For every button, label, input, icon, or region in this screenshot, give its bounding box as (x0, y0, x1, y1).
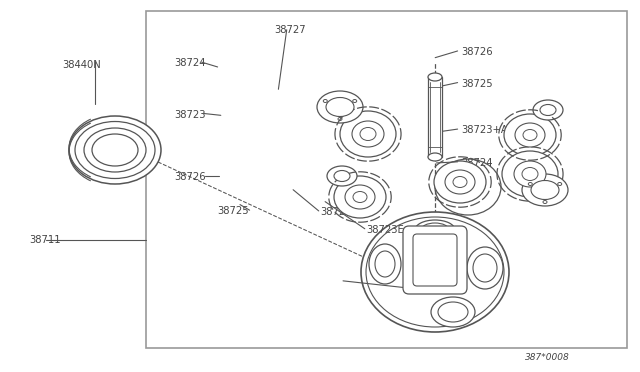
Ellipse shape (473, 254, 497, 282)
Ellipse shape (327, 166, 357, 186)
Text: 387*0008: 387*0008 (525, 353, 570, 362)
Ellipse shape (375, 251, 395, 277)
Text: 38726: 38726 (174, 172, 205, 182)
Ellipse shape (504, 114, 556, 156)
Ellipse shape (531, 180, 559, 199)
Ellipse shape (334, 170, 350, 182)
Text: 38725: 38725 (461, 79, 492, 89)
Ellipse shape (75, 122, 155, 179)
Ellipse shape (445, 170, 475, 194)
Ellipse shape (340, 111, 396, 157)
Ellipse shape (345, 185, 375, 209)
FancyBboxPatch shape (403, 226, 467, 294)
Ellipse shape (431, 297, 475, 327)
Ellipse shape (92, 134, 138, 166)
Text: 38724: 38724 (461, 158, 492, 168)
Ellipse shape (369, 244, 401, 284)
Ellipse shape (540, 105, 556, 115)
Ellipse shape (515, 123, 545, 147)
Ellipse shape (352, 121, 384, 147)
Ellipse shape (453, 176, 467, 187)
Ellipse shape (326, 97, 354, 116)
Ellipse shape (317, 91, 363, 123)
Ellipse shape (360, 128, 376, 141)
Text: 38721: 38721 (422, 285, 454, 295)
Text: 38726: 38726 (461, 47, 492, 57)
Ellipse shape (353, 192, 367, 202)
Ellipse shape (502, 151, 558, 197)
Text: 38440N: 38440N (63, 60, 102, 70)
Ellipse shape (523, 129, 537, 141)
Text: 38725: 38725 (218, 206, 249, 216)
Text: 38723E: 38723E (366, 225, 404, 235)
Bar (146, 11, 627, 348)
Ellipse shape (467, 247, 503, 289)
Text: 38727E: 38727E (320, 207, 358, 217)
Ellipse shape (415, 220, 455, 240)
Ellipse shape (522, 167, 538, 180)
Ellipse shape (533, 100, 563, 120)
Text: 38724: 38724 (174, 58, 205, 68)
Text: 38727: 38727 (274, 25, 305, 35)
Ellipse shape (361, 212, 509, 332)
Ellipse shape (84, 128, 146, 172)
Ellipse shape (428, 153, 442, 161)
Text: 38723: 38723 (174, 110, 205, 120)
Bar (428, 77, 442, 157)
Ellipse shape (69, 116, 161, 184)
Ellipse shape (522, 174, 568, 206)
Ellipse shape (438, 302, 468, 322)
Text: 38723+A: 38723+A (461, 125, 508, 135)
Text: 38711: 38711 (29, 235, 60, 245)
Ellipse shape (334, 176, 386, 218)
Ellipse shape (421, 223, 449, 237)
Ellipse shape (428, 73, 442, 81)
Ellipse shape (434, 161, 486, 203)
Ellipse shape (514, 161, 546, 187)
FancyBboxPatch shape (413, 234, 457, 286)
